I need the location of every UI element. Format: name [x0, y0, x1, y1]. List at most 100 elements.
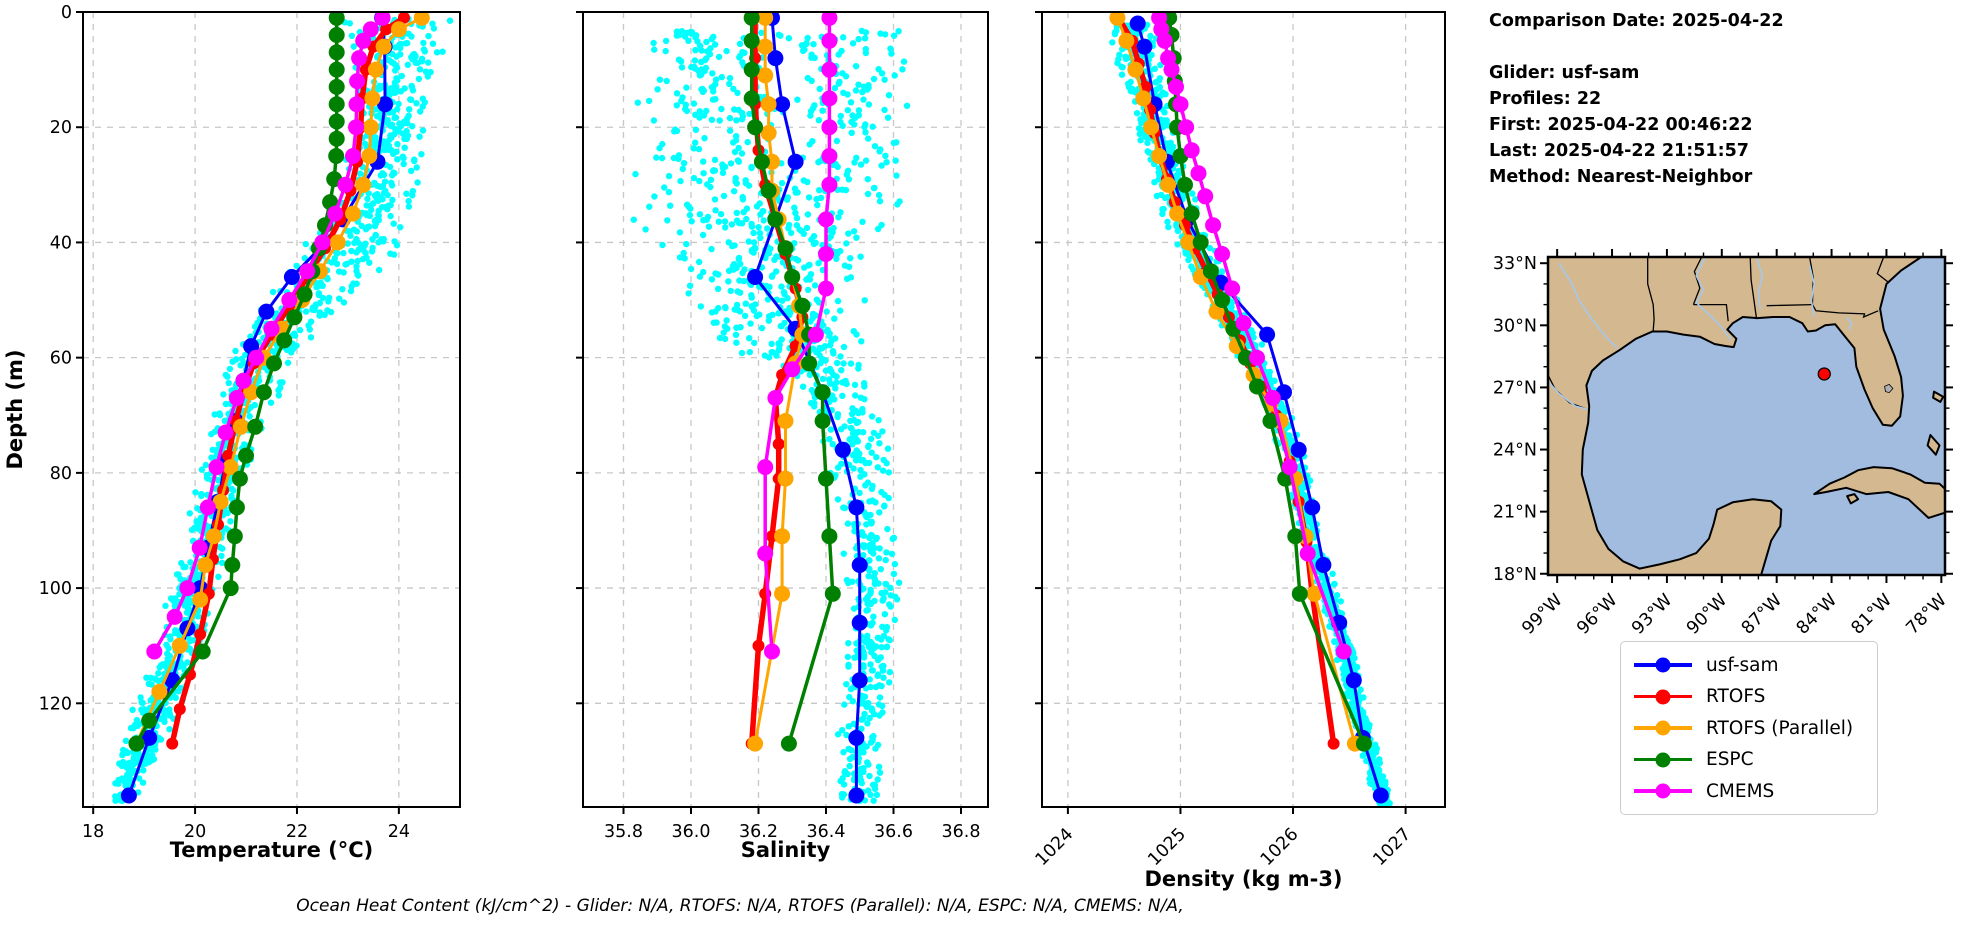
legend-item-usf-sam: usf-sam	[1621, 655, 1877, 676]
svg-text:87°W: 87°W	[1738, 590, 1786, 638]
axis-ticks	[1035, 11, 1407, 814]
temperature-panel-xlabel: Temperature (°C)	[170, 838, 373, 862]
axis-ticks	[576, 11, 962, 814]
axis-tick-labels: 18 20 22 24 0 20 40 60 80 100 120	[39, 3, 410, 842]
cmems-series	[757, 12, 838, 660]
cmems-series	[146, 12, 391, 660]
profiles-count-text: Profiles: 22	[1489, 89, 1602, 109]
glider-raw-scatter	[1109, 21, 1393, 807]
legend-label: ESPC	[1706, 749, 1754, 770]
legend-marker-dot	[1655, 783, 1671, 799]
svg-text:96°W: 96°W	[1573, 590, 1621, 638]
axis-tick-labels: 35.8 36.0 36.2 36.4 36.6 36.8	[604, 822, 980, 842]
svg-text:84°W: 84°W	[1793, 590, 1841, 638]
svg-text:18: 18	[82, 822, 104, 842]
legend-item-espc: ESPC	[1621, 749, 1877, 770]
state-border-3	[1749, 257, 1758, 320]
svg-text:35.8: 35.8	[604, 822, 643, 842]
svg-text:36.8: 36.8	[942, 822, 981, 842]
legend-marker-dot	[1655, 720, 1671, 736]
density-panel-xlabel: Density (kg m-3)	[1144, 867, 1342, 891]
land-polygon-4	[1926, 434, 1941, 456]
rtofs-parallel--series	[1109, 12, 1363, 752]
land-polygon-3	[1932, 390, 1945, 403]
legend: usf-sam RTOFS RTOFS (Parallel) ESPC CMEMS	[1620, 641, 1878, 815]
svg-text:24: 24	[388, 822, 410, 842]
svg-text:24°N: 24°N	[1493, 441, 1537, 461]
svg-text:21°N: 21°N	[1493, 503, 1537, 523]
svg-text:36.2: 36.2	[739, 822, 778, 842]
legend-line-sample	[1634, 657, 1692, 673]
land-polygon-1	[1813, 466, 1945, 519]
legend-label: RTOFS	[1706, 686, 1766, 707]
svg-text:120: 120	[39, 694, 72, 714]
usf-sam-series	[1129, 15, 1389, 804]
legend-line-sample	[1634, 752, 1692, 767]
legend-item-cmems: CMEMS	[1621, 781, 1877, 802]
svg-text:18°N: 18°N	[1493, 565, 1537, 585]
method-text: Method: Nearest-Neighbor	[1489, 167, 1753, 187]
river-5	[1548, 380, 1588, 410]
state-border-1	[1693, 303, 1729, 322]
svg-text:27°N: 27°N	[1493, 378, 1537, 398]
first-profile-time-text: First: 2025-04-22 00:46:22	[1489, 115, 1753, 135]
espc-series	[128, 12, 345, 752]
svg-text:33°N: 33°N	[1493, 254, 1537, 274]
espc-series	[743, 12, 841, 752]
depth-axis-label: Depth (m)	[3, 349, 27, 469]
axes-frame	[82, 11, 461, 808]
gridlines	[583, 11, 988, 807]
comparison-date-text: Comparison Date: 2025-04-22	[1489, 11, 1784, 31]
axes-frame	[582, 11, 989, 808]
svg-text:1025: 1025	[1144, 824, 1190, 870]
svg-text:60: 60	[50, 349, 72, 369]
axes-frame	[1041, 11, 1446, 808]
svg-text:22: 22	[286, 822, 308, 842]
state-border-5	[1766, 303, 1813, 307]
usf-sam-series	[747, 12, 868, 804]
svg-text:93°W: 93°W	[1628, 590, 1676, 638]
svg-text:99°W: 99°W	[1518, 590, 1566, 638]
river-4	[1845, 316, 1853, 330]
land-polygon-0	[1548, 257, 1923, 575]
state-border-7	[1876, 257, 1890, 284]
land-polygon-2	[1846, 493, 1860, 505]
legend-line-sample	[1634, 783, 1692, 799]
salinity-panel: 35.8 36.0 36.2 36.4 36.6 36.8 Salinity	[576, 11, 989, 862]
state-border-6	[1811, 304, 1879, 319]
gulf-of-mexico-map: 99°W 96°W 93°W 90°W 87°W 84°W 81°W 78°W 18°N 21°N…	[1493, 249, 1953, 639]
state-border-2	[1692, 257, 1703, 305]
svg-text:20: 20	[184, 822, 206, 842]
salinity-panel-xlabel: Salinity	[741, 838, 831, 862]
glider-name-text: Glider: usf-sam	[1489, 63, 1640, 83]
legend-marker-dot	[1655, 657, 1671, 673]
map-minor-ticks	[1543, 252, 1950, 580]
map-ticks	[1540, 249, 1953, 583]
legend-item-rtofs-parallel-: RTOFS (Parallel)	[1621, 718, 1877, 739]
svg-text:1026: 1026	[1257, 824, 1303, 870]
map-frame	[1546, 255, 1947, 577]
state-border-0	[1647, 257, 1655, 331]
river-1	[1695, 257, 1732, 341]
svg-text:36.6: 36.6	[874, 822, 913, 842]
svg-text:36.0: 36.0	[672, 822, 711, 842]
axis-tick-labels: 1024 1025 1026 1027	[1032, 824, 1415, 870]
legend-item-rtofs: RTOFS	[1621, 686, 1877, 707]
svg-text:0: 0	[61, 3, 72, 23]
svg-text:90°W: 90°W	[1683, 590, 1731, 638]
legend-label: RTOFS (Parallel)	[1706, 717, 1854, 739]
svg-text:20: 20	[50, 118, 72, 138]
svg-text:40: 40	[50, 233, 72, 253]
svg-text:36.4: 36.4	[807, 822, 846, 842]
legend-marker-dot	[1655, 752, 1671, 767]
info-spacer	[1489, 34, 1969, 60]
temperature-panel: 18 20 22 24 0 20 40 60 80 100 120 Temperature (°C) D…	[3, 3, 461, 862]
cmems-series	[1151, 12, 1352, 660]
density-panel: 1024 1025 1026 1027 Density (kg m-3)	[1032, 11, 1446, 891]
ocean-heat-content-note: Ocean Heat Content (kJ/cm^2) - Glider: N…	[296, 896, 1184, 916]
legend-marker-dot	[1655, 689, 1671, 704]
gridlines	[1042, 11, 1445, 807]
legend-line-sample	[1634, 689, 1692, 704]
